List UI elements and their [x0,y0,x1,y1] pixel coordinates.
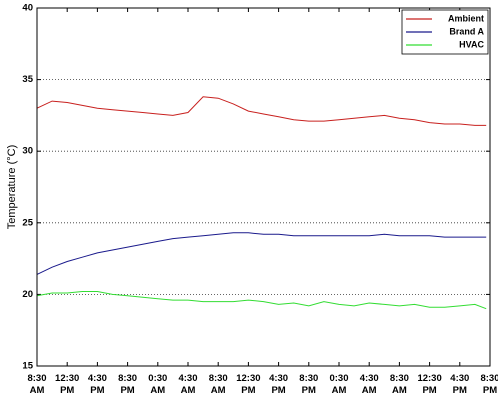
y-tick-label: 15 [22,361,33,372]
x-tick-label: 4:30 AM [178,373,197,396]
x-tick-label: 0:30 AM [329,373,348,396]
x-tick-label: 8:30 PM [299,373,318,396]
x-tick-label: 12:30 PM [236,373,260,396]
x-tick-label: 8:30 AM [209,373,228,396]
y-tick-label: 35 [22,74,33,85]
legend-label: Brand A [449,26,484,36]
x-tick-label: 12:30 PM [417,373,441,396]
x-tick-label: 4:30 PM [88,373,107,396]
x-tick-label: 4:30 AM [360,373,379,396]
x-tick-label: 4:30 PM [269,373,288,396]
x-tick-label: 4:30 PM [450,373,469,396]
y-tick-label: 20 [22,289,33,300]
legend-label: Ambient [448,13,484,23]
x-tick-label: 0:30 AM [148,373,167,396]
x-tick-label: 12:30 PM [55,373,79,396]
y-tick-label: 40 [22,3,33,14]
x-tick-label: 8:30 PM [118,373,137,396]
legend-label: HVAC [459,39,484,49]
plot-frame [36,7,491,367]
x-tick-label: 8:30 AM [27,373,46,396]
x-tick-label: 8:30 AM [390,373,409,396]
plot-area [37,8,490,366]
y-tick-label: 30 [22,146,33,157]
line-series [36,96,487,126]
line-series [36,291,487,310]
line-series [36,232,487,275]
y-axis-title: Temperature (°C) [6,145,18,229]
y-tick-label: 25 [22,217,33,228]
x-tick-label: 8:30 PM [480,373,498,396]
